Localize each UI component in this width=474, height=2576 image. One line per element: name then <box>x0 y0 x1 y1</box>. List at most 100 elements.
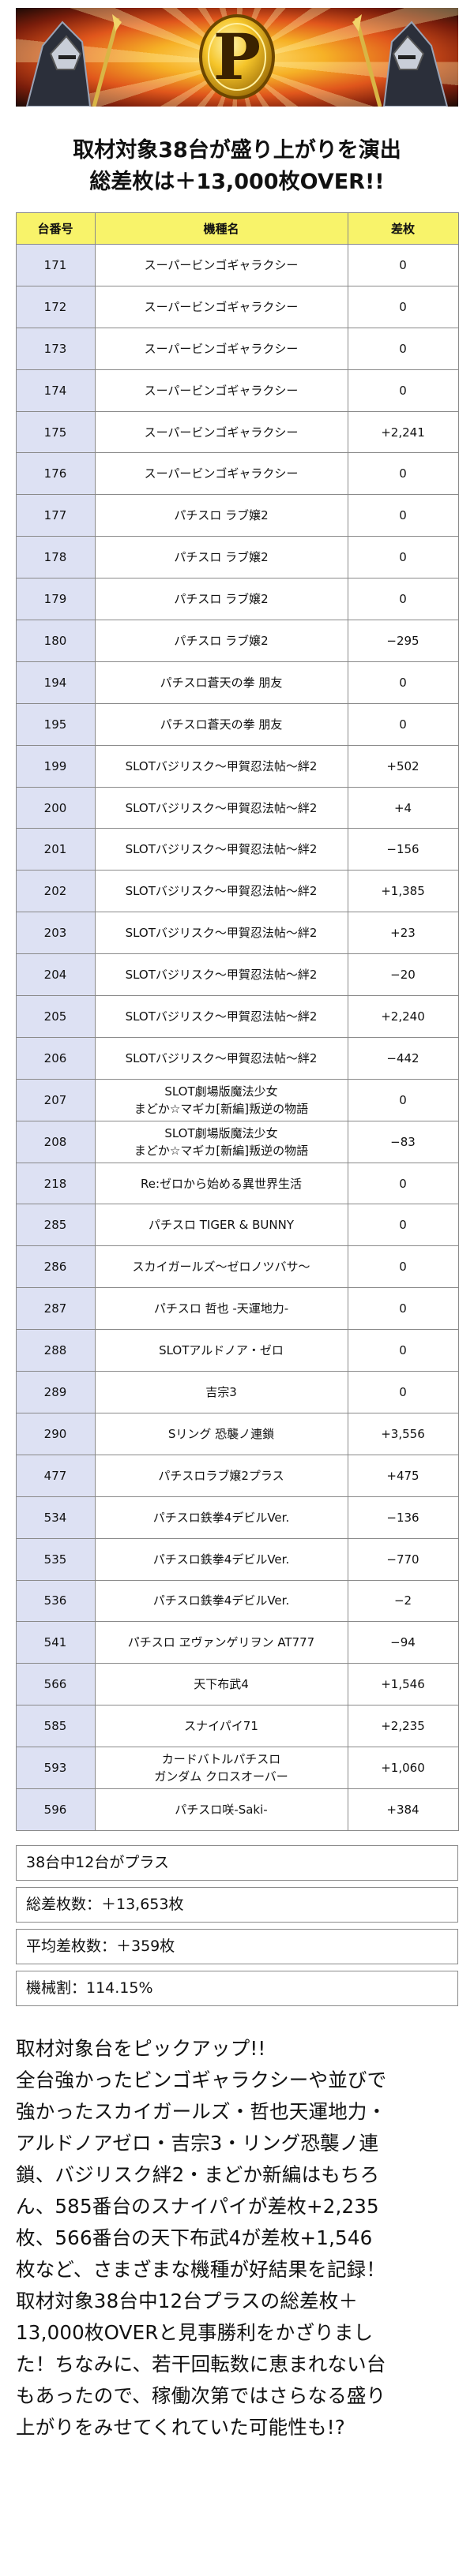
table-row: 204 SLOTバジリスク～甲賀忍法帖～絆2 −20 <box>15 953 459 997</box>
table-row: 179 パチスロ ラブ嬢2 0 <box>15 578 459 621</box>
machine-name-cell: パチスロ ラブ嬢2 <box>94 620 348 662</box>
table-row: 218 Re:ゼロから始める異世界生活 0 <box>15 1162 459 1205</box>
difference-cell: +384 <box>347 1788 459 1831</box>
machine-number-cell: 179 <box>15 578 96 621</box>
machine-number-cell: 204 <box>15 953 96 997</box>
machine-number-cell: 534 <box>15 1496 96 1539</box>
difference-cell: 0 <box>347 1371 459 1413</box>
machine-name-cell: パチスロ ヱヴァンゲリヲン AT777 <box>94 1621 348 1664</box>
machine-name-cell: SLOTバジリスク～甲賀忍法帖～絆2 <box>94 912 348 955</box>
table-row: 207 SLOT劇場版魔法少女 まどか☆マギカ[新編]叛逆の物語 0 <box>15 1078 459 1121</box>
table-row: 477 パチスロラブ嬢2プラス +475 <box>15 1454 459 1497</box>
difference-cell: +3,556 <box>347 1412 459 1455</box>
article-line: 強かったスカイガールズ・哲也天運地力・ <box>16 2099 387 2123</box>
difference-cell: −295 <box>347 620 459 662</box>
machine-number-cell: 206 <box>15 1036 96 1080</box>
machine-number-cell: 177 <box>15 494 96 537</box>
table-row: 585 スナイパイ71 +2,235 <box>15 1705 459 1748</box>
article-line: 取材対象台をピックアップ!! <box>16 2036 266 2060</box>
results-table: 台番号 機種名 差枚 171 スーパービンゴギャラクシー 0 172 スーパービンゴギャ… <box>15 212 459 1831</box>
header-banner: P <box>16 8 458 107</box>
machine-number-cell: 541 <box>15 1621 96 1664</box>
table-row: 287 パチスロ 哲也 -天運地力- 0 <box>15 1287 459 1331</box>
machine-number-cell: 289 <box>15 1371 96 1413</box>
machine-number-cell: 535 <box>15 1537 96 1581</box>
table-row: 286 スカイガールズ～ゼロノツバサ～ 0 <box>15 1245 459 1289</box>
headline-line-1: 取材対象38台が盛り上がりを演出 <box>73 138 401 163</box>
machine-name-cell: スーパービンゴギャラクシー <box>94 410 348 454</box>
table-row: 195 パチスロ蒼天の拳 朋友 0 <box>15 702 459 746</box>
difference-cell: +1,060 <box>347 1747 459 1789</box>
machine-name-cell: パチスロ鉄拳4デビルVer. <box>94 1579 348 1623</box>
difference-cell: +475 <box>347 1454 459 1497</box>
table-row: 541 パチスロ ヱヴァンゲリヲン AT777 −94 <box>15 1621 459 1664</box>
table-row: 536 パチスロ鉄拳4デビルVer. −2 <box>15 1579 459 1623</box>
machine-name-cell: パチスロ ラブ嬢2 <box>94 494 348 537</box>
machine-name-cell: 天下布武4 <box>94 1663 348 1706</box>
table-body: 171 スーパービンゴギャラクシー 0 172 スーパービンゴギャラクシー 0 173 スーパ… <box>15 244 459 1831</box>
machine-name-cell: スーパービンゴギャラクシー <box>94 369 348 412</box>
difference-cell: 0 <box>347 494 459 537</box>
article-line: アルドノアゼロ・吉宗3・リング恐襲ノ連 <box>16 2131 379 2155</box>
machine-number-cell: 596 <box>15 1788 96 1831</box>
machine-number-cell: 218 <box>15 1162 96 1205</box>
difference-cell: 0 <box>347 536 459 579</box>
difference-cell: −136 <box>347 1496 459 1539</box>
machine-name-cell: パチスロラブ嬢2プラス <box>94 1454 348 1497</box>
machine-number-cell: 171 <box>15 244 96 286</box>
plus-count-box: 38台中12台がプラス <box>16 1844 458 1881</box>
difference-cell: 0 <box>347 369 459 412</box>
machine-name-cell: Re:ゼロから始める異世界生活 <box>94 1162 348 1205</box>
difference-cell: −83 <box>347 1120 459 1163</box>
difference-cell: 0 <box>347 1078 459 1121</box>
machine-number-cell: 536 <box>15 1579 96 1623</box>
table-row: 194 パチスロ蒼天の拳 朋友 0 <box>15 661 459 704</box>
machine-name-cell: カードバトルパチスロ ガンダム クロスオーバー <box>94 1747 348 1789</box>
machine-name-cell: SLOT劇場版魔法少女 まどか☆マギカ[新編]叛逆の物語 <box>94 1078 348 1121</box>
table-row: 202 SLOTバジリスク～甲賀忍法帖～絆2 +1,385 <box>15 870 459 913</box>
article-line: 上がりをみせてくれていた可能性も!? <box>16 2415 345 2439</box>
machine-number-cell: 180 <box>15 620 96 662</box>
table-row: 566 天下布武4 +1,546 <box>15 1663 459 1706</box>
table-row: 206 SLOTバジリスク～甲賀忍法帖～絆2 −442 <box>15 1036 459 1080</box>
headline: 取材対象38台が盛り上がりを演出 総差枚は＋13,000枚OVER!! <box>0 135 474 198</box>
difference-cell: −770 <box>347 1537 459 1581</box>
machine-number-cell: 174 <box>15 369 96 412</box>
machine-number-cell: 290 <box>15 1412 96 1455</box>
table-row: 290 Sリング 恐襲ノ連鎖 +3,556 <box>15 1412 459 1455</box>
machine-name-cell: SLOTバジリスク～甲賀忍法帖～絆2 <box>94 870 348 913</box>
difference-cell: −20 <box>347 953 459 997</box>
difference-cell: +1,546 <box>347 1663 459 1706</box>
difference-cell: 0 <box>347 1287 459 1331</box>
machine-name-cell: パチスロ 哲也 -天運地力- <box>94 1287 348 1331</box>
table-row: 208 SLOT劇場版魔法少女 まどか☆マギカ[新編]叛逆の物語 −83 <box>15 1120 459 1163</box>
difference-cell: +2,235 <box>347 1705 459 1748</box>
knight-icon <box>352 14 449 107</box>
table-row: 288 SLOTアルドノア・ゼロ 0 <box>15 1329 459 1372</box>
difference-cell: +23 <box>347 912 459 955</box>
table-row: 171 スーパービンゴギャラクシー 0 <box>15 244 459 286</box>
machine-name-cell: スナイパイ71 <box>94 1705 348 1748</box>
header-machine-number: 台番号 <box>15 212 96 245</box>
machine-number-cell: 178 <box>15 536 96 579</box>
coin-icon <box>199 14 275 99</box>
machine-number-cell: 287 <box>15 1287 96 1331</box>
header-difference: 差枚 <box>347 212 459 245</box>
article-line: もあったので、稼働次第ではさらなる盛り <box>16 2383 386 2407</box>
machine-number-cell: 477 <box>15 1454 96 1497</box>
total-diff-box: 総差枚数：＋13,653枚 <box>16 1886 458 1923</box>
article-line: 全台強かったビンゴギャラクシーや並びで <box>16 2068 387 2091</box>
difference-cell: 0 <box>347 327 459 370</box>
machine-number-cell: 175 <box>15 410 96 454</box>
table-row: 596 パチスロ咲-Saki- +384 <box>15 1788 459 1831</box>
machine-name-cell: パチスロ蒼天の拳 朋友 <box>94 661 348 704</box>
machine-name-cell: SLOT劇場版魔法少女 まどか☆マギカ[新編]叛逆の物語 <box>94 1120 348 1163</box>
article-line: た！ちなみに、若干回転数に恵まれない台 <box>16 2352 386 2376</box>
table-row: 174 スーパービンゴギャラクシー 0 <box>15 369 459 412</box>
article-line: 13,000枚OVERと見事勝利をかざりまし <box>16 2320 374 2344</box>
machine-number-cell: 566 <box>15 1663 96 1706</box>
difference-cell: 0 <box>347 452 459 496</box>
table-row: 175 スーパービンゴギャラクシー +2,241 <box>15 410 459 454</box>
table-row: 178 パチスロ ラブ嬢2 0 <box>15 536 459 579</box>
difference-cell: 0 <box>347 702 459 746</box>
